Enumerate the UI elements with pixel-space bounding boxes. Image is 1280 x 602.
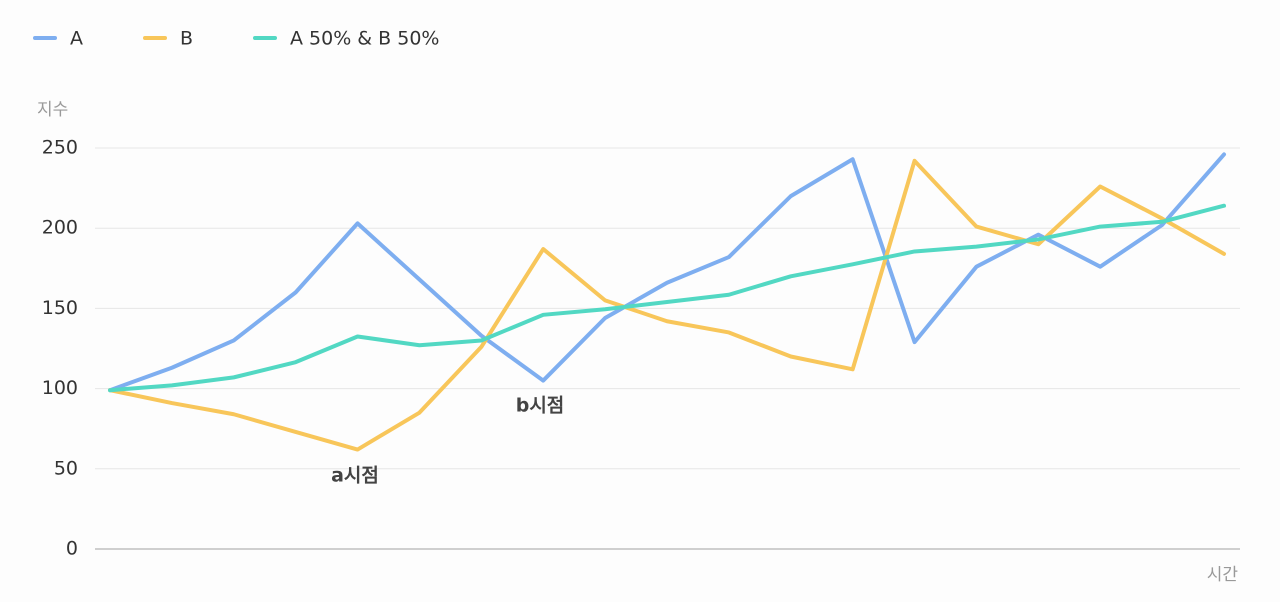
data-line xyxy=(108,152,1226,393)
y-tick-label: 0 xyxy=(66,538,78,560)
data-line xyxy=(108,158,1226,452)
annotation: b시점 xyxy=(516,395,565,417)
data-line xyxy=(108,203,1226,393)
x-axis-label: 시간 xyxy=(1207,565,1239,585)
legend-label: B xyxy=(180,28,193,50)
legend-label: A xyxy=(70,28,83,50)
y-tick-label: 50 xyxy=(54,457,78,479)
y-tick-label: 200 xyxy=(42,217,78,239)
y-axis-label: 지수 xyxy=(37,100,68,120)
annotation: a시점 xyxy=(331,465,379,487)
legend-label: A 50% & B 50% xyxy=(290,28,439,50)
y-tick-label: 100 xyxy=(42,377,78,399)
y-tick-label: 150 xyxy=(42,297,78,319)
y-tick-label: 250 xyxy=(42,137,78,159)
